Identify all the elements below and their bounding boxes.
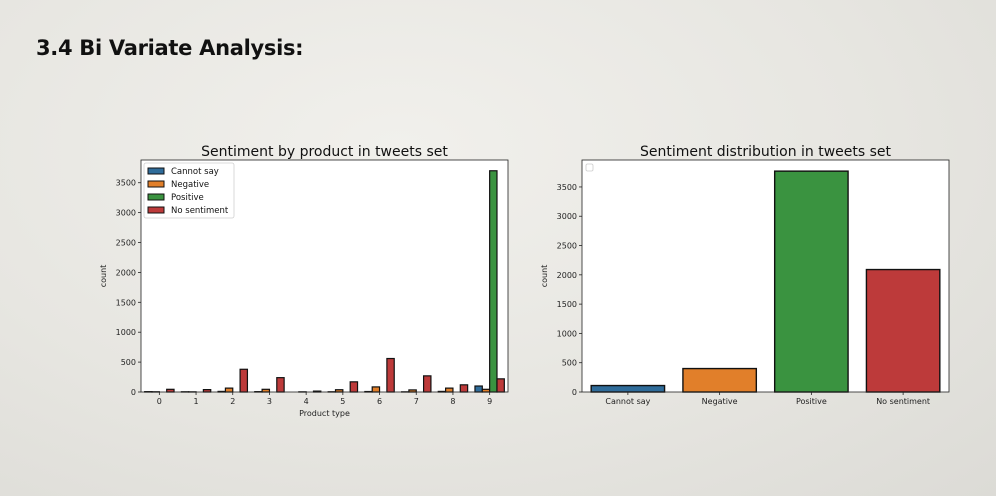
y-tick-label: 2000 — [557, 271, 577, 280]
x-tick-label: Positive — [796, 397, 827, 406]
y-tick-label: 3500 — [116, 179, 136, 188]
chart-sentiment-by-product: 0 500 1000 1500 2000 2500 3000 3500 0 1 2 3 4 5 6 7 8 9 Se… — [99, 144, 509, 418]
legend-swatch — [147, 206, 165, 214]
y-tick-label: 2000 — [116, 268, 136, 277]
y-tick-label: 3000 — [557, 212, 577, 221]
x-tick-label: 8 — [450, 397, 455, 406]
x-tick-label: Cannot say — [605, 397, 650, 406]
legend-1: Cannot say Negative Positive No sentiment — [143, 162, 235, 219]
legend-label: Positive — [171, 193, 204, 203]
y-tick-label: 2500 — [116, 239, 136, 248]
y-tick-label: 500 — [121, 358, 136, 367]
bar-negative — [682, 367, 758, 393]
bar-positive — [773, 170, 849, 393]
legend-swatch — [147, 193, 165, 201]
plot-frame-1 — [140, 159, 509, 393]
plot-frame-2 — [581, 159, 950, 393]
bar-no-sentiment — [865, 268, 941, 393]
slide-title: 3.4 Bi Variate Analysis: — [36, 36, 304, 60]
legend-label: Negative — [171, 180, 209, 190]
legend-swatch — [147, 180, 165, 188]
x-tick-label: No sentiment — [876, 397, 930, 406]
y-tick-label: 2500 — [557, 242, 577, 251]
y-tick-label: 500 — [562, 359, 577, 368]
legend-2-empty — [585, 163, 594, 172]
chart-title-2: Sentiment distribution in tweets set — [640, 144, 892, 160]
legend-label: No sentiment — [171, 206, 229, 216]
x-tick-label: 4 — [304, 397, 309, 406]
x-tick-label: 7 — [414, 397, 419, 406]
x-tick-label: 9 — [487, 397, 492, 406]
y-tick-label: 1000 — [557, 329, 577, 338]
chart-title-1: Sentiment by product in tweets set — [201, 144, 448, 160]
legend-swatch — [147, 167, 165, 175]
x-tick-label: 1 — [194, 397, 199, 406]
y-tick-label: 0 — [572, 388, 577, 397]
bar-cannot-say — [590, 384, 666, 393]
legend-box — [143, 162, 235, 219]
x-tick-label: 0 — [157, 397, 162, 406]
y-axis-label-2: count — [540, 265, 549, 288]
x-tick-label: 2 — [230, 397, 235, 406]
y-tick-label: 0 — [131, 388, 136, 397]
x-axis-label-1: Product type — [299, 409, 350, 418]
x-tick-label: 5 — [340, 397, 345, 406]
y-tick-label: 1500 — [116, 298, 136, 307]
y-tick-label: 3000 — [116, 209, 136, 218]
y-tick-label: 3500 — [557, 183, 577, 192]
x-tick-label: Negative — [702, 397, 738, 406]
y-tick-label: 1500 — [557, 300, 577, 309]
x-tick-label: 3 — [267, 397, 272, 406]
legend-label: Cannot say — [171, 167, 219, 177]
y-tick-label: 1000 — [116, 328, 136, 337]
y-axis-label-1: count — [99, 265, 108, 288]
x-tick-label: 6 — [377, 397, 382, 406]
